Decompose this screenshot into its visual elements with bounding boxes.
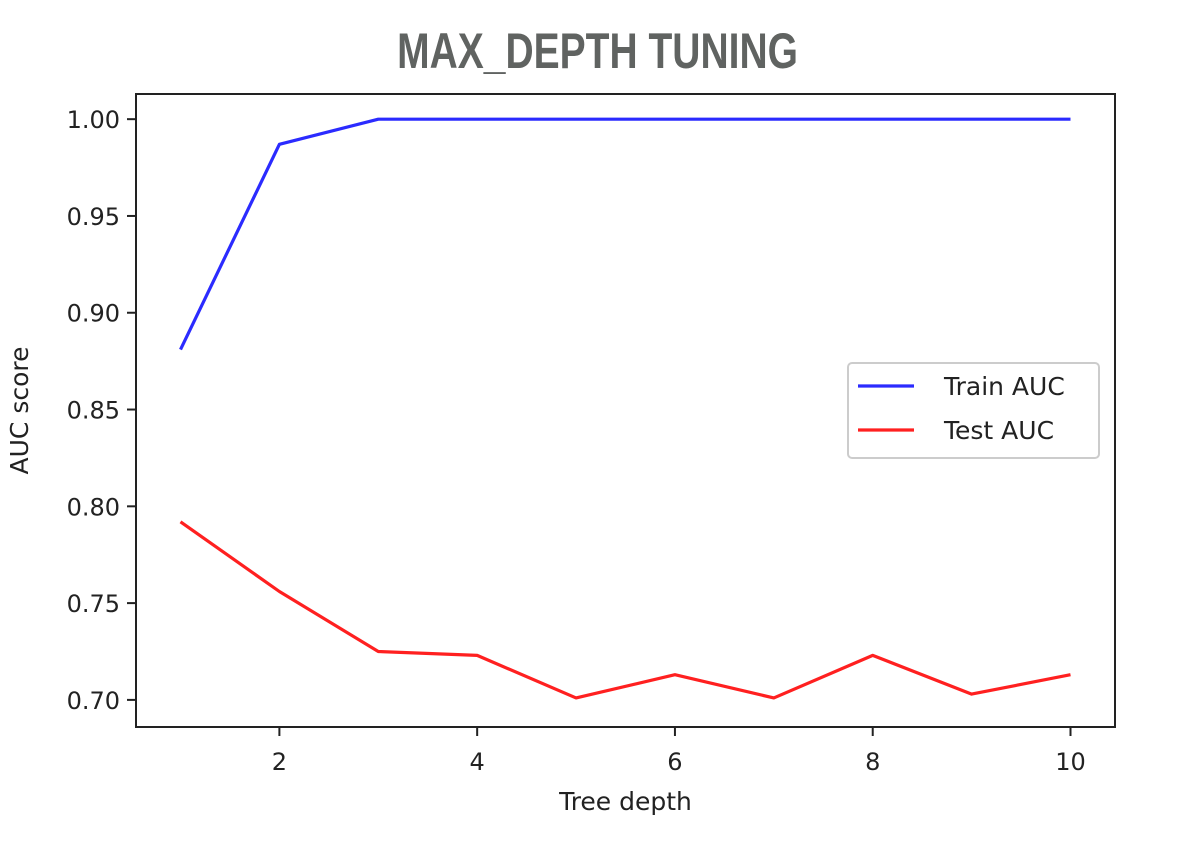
x-axis-ticks: 2 4 6 8 10	[272, 727, 1086, 776]
x-tick-label: 2	[272, 748, 287, 776]
y-tick-label: 0.75	[67, 590, 120, 618]
y-axis-label: AUC score	[5, 347, 34, 475]
legend-label: Train AUC	[943, 372, 1065, 401]
y-tick-label: 0.70	[67, 687, 120, 715]
series-lines	[179, 117, 1071, 700]
x-tick-label: 10	[1055, 748, 1086, 776]
series-line-train-auc	[179, 117, 1071, 351]
y-tick-label: 0.95	[67, 203, 120, 231]
legend-label: Test AUC	[943, 416, 1054, 445]
x-tick-label: 8	[865, 748, 880, 776]
y-axis-ticks: 0.70 0.75 0.80 0.85 0.90 0.95 1.00	[67, 106, 136, 715]
chart-title: MAX_DEPTH TUNING	[397, 23, 798, 79]
legend: Train AUC Test AUC	[847, 362, 1100, 459]
x-tick-label: 4	[470, 748, 485, 776]
series-line-test-auc	[179, 520, 1071, 700]
y-tick-label: 0.90	[67, 300, 120, 328]
y-tick-label: 0.85	[67, 397, 120, 425]
x-axis-label: Tree depth	[558, 787, 692, 816]
y-tick-label: 1.00	[67, 106, 120, 134]
y-tick-label: 0.80	[67, 493, 120, 521]
x-tick-label: 6	[667, 748, 682, 776]
